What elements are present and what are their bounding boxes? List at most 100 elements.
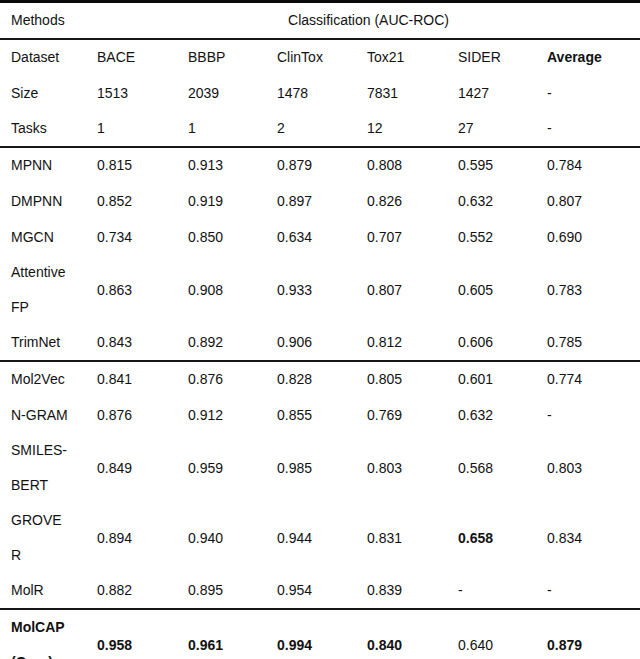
method-row: MolR0.8820.8950.9540.839-- — [0, 573, 640, 609]
value-cell: 0.785 — [547, 325, 640, 361]
value-cell: 0.985 — [277, 433, 367, 503]
value-cell: 0.908 — [188, 255, 277, 325]
method-row: MolCAP (Ours)0.9580.9610.9940.8400.6400.… — [0, 609, 640, 659]
value-cell: 0.897 — [277, 183, 367, 219]
method-row: GROVER0.8940.9400.9440.8310.6580.834 — [0, 503, 640, 573]
method-name: N-GRAM — [0, 397, 97, 433]
value-cell: 0.807 — [547, 183, 640, 219]
value-cell: 0.895 — [188, 573, 277, 609]
value-cell: 0.843 — [97, 325, 188, 361]
value-cell: 0.959 — [188, 433, 277, 503]
value-cell: 0.852 — [97, 183, 188, 219]
pretrained-methods-section: Mol2Vec0.8410.8760.8280.8050.6010.774N-G… — [0, 361, 640, 609]
method-name: GROVER — [0, 503, 97, 573]
method-name: DMPNN — [0, 183, 97, 219]
method-name: MolCAP (Ours) — [0, 609, 97, 659]
value-cell: 0.940 — [188, 503, 277, 573]
value-cell: 0.784 — [547, 147, 640, 183]
value-cell: 2 — [277, 111, 367, 147]
value-cell: 0.803 — [547, 433, 640, 503]
value-cell: 0.863 — [97, 255, 188, 325]
value-cell: BACE — [97, 39, 188, 75]
value-cell: 0.734 — [97, 219, 188, 255]
value-cell: 1513 — [97, 75, 188, 111]
meta-label: Size — [0, 75, 97, 111]
value-cell: - — [547, 573, 640, 609]
value-cell: 0.882 — [97, 573, 188, 609]
value-cell: 0.913 — [188, 147, 277, 183]
value-cell: 0.879 — [547, 609, 640, 659]
value-cell: 0.944 — [277, 503, 367, 573]
value-cell: 0.552 — [458, 219, 547, 255]
method-row: TrimNet0.8430.8920.9060.8120.6060.785 — [0, 325, 640, 361]
classification-header-label: Classification (AUC-ROC) — [97, 2, 640, 40]
top-header-row: Methods Classification (AUC-ROC) — [0, 2, 640, 40]
value-cell: 0.994 — [277, 609, 367, 659]
value-cell: 0.826 — [367, 183, 458, 219]
value-cell: 0.849 — [97, 433, 188, 503]
value-cell: 0.568 — [458, 433, 547, 503]
method-name: MolR — [0, 573, 97, 609]
value-cell: 0.808 — [367, 147, 458, 183]
value-cell: 0.906 — [277, 325, 367, 361]
value-cell: Average — [547, 39, 640, 75]
meta-row: DatasetBACEBBBPClinToxTox21SIDERAverage — [0, 39, 640, 75]
method-name: Mol2Vec — [0, 361, 97, 397]
value-cell: 0.850 — [188, 219, 277, 255]
value-cell: 2039 — [188, 75, 277, 111]
value-cell: 0.876 — [97, 397, 188, 433]
value-cell: 0.769 — [367, 397, 458, 433]
meta-row: Size15132039147878311427- — [0, 75, 640, 111]
value-cell: SIDER — [458, 39, 547, 75]
value-cell: 0.640 — [458, 609, 547, 659]
meta-row: Tasks1121227- — [0, 111, 640, 147]
methods-header-label: Methods — [0, 2, 97, 40]
value-cell: 0.954 — [277, 573, 367, 609]
value-cell: - — [547, 75, 640, 111]
value-cell: 0.855 — [277, 397, 367, 433]
value-cell: 0.834 — [547, 503, 640, 573]
value-cell: 0.606 — [458, 325, 547, 361]
value-cell: 0.961 — [188, 609, 277, 659]
ours-section: MolCAP (Ours)0.9580.9610.9940.8400.6400.… — [0, 609, 640, 659]
value-cell: 0.634 — [277, 219, 367, 255]
value-cell: 0.876 — [188, 361, 277, 397]
value-cell: 1427 — [458, 75, 547, 111]
value-cell: 0.807 — [367, 255, 458, 325]
dataset-meta-section: DatasetBACEBBBPClinToxTox21SIDERAverageS… — [0, 39, 640, 147]
value-cell: 0.831 — [367, 503, 458, 573]
value-cell: 0.812 — [367, 325, 458, 361]
method-name: AttentiveFP — [0, 255, 97, 325]
value-cell: 1478 — [277, 75, 367, 111]
value-cell: 0.605 — [458, 255, 547, 325]
value-cell: 27 — [458, 111, 547, 147]
method-name: SMILES-BERT — [0, 433, 97, 503]
method-row: N-GRAM0.8760.9120.8550.7690.632- — [0, 397, 640, 433]
value-cell: 0.919 — [188, 183, 277, 219]
value-cell: 12 — [367, 111, 458, 147]
value-cell: 0.632 — [458, 183, 547, 219]
value-cell: 1 — [188, 111, 277, 147]
value-cell: 0.894 — [97, 503, 188, 573]
method-row: MPNN0.8150.9130.8790.8080.5950.784 — [0, 147, 640, 183]
method-row: MGCN0.7340.8500.6340.7070.5520.690 — [0, 219, 640, 255]
value-cell: 0.658 — [458, 503, 547, 573]
value-cell: 0.783 — [547, 255, 640, 325]
value-cell: 0.840 — [367, 609, 458, 659]
value-cell: 0.774 — [547, 361, 640, 397]
results-table: Methods Classification (AUC-ROC) Dataset… — [0, 0, 640, 659]
value-cell: 0.841 — [97, 361, 188, 397]
value-cell: - — [458, 573, 547, 609]
value-cell: Tox21 — [367, 39, 458, 75]
meta-label: Dataset — [0, 39, 97, 75]
top-header-section: Methods Classification (AUC-ROC) — [0, 2, 640, 40]
method-name: TrimNet — [0, 325, 97, 361]
value-cell: 0.933 — [277, 255, 367, 325]
value-cell: - — [547, 111, 640, 147]
value-cell: 0.879 — [277, 147, 367, 183]
value-cell: 0.828 — [277, 361, 367, 397]
value-cell: - — [547, 397, 640, 433]
method-name: MPNN — [0, 147, 97, 183]
method-name: MGCN — [0, 219, 97, 255]
graph-methods-section: MPNN0.8150.9130.8790.8080.5950.784DMPNN0… — [0, 147, 640, 361]
